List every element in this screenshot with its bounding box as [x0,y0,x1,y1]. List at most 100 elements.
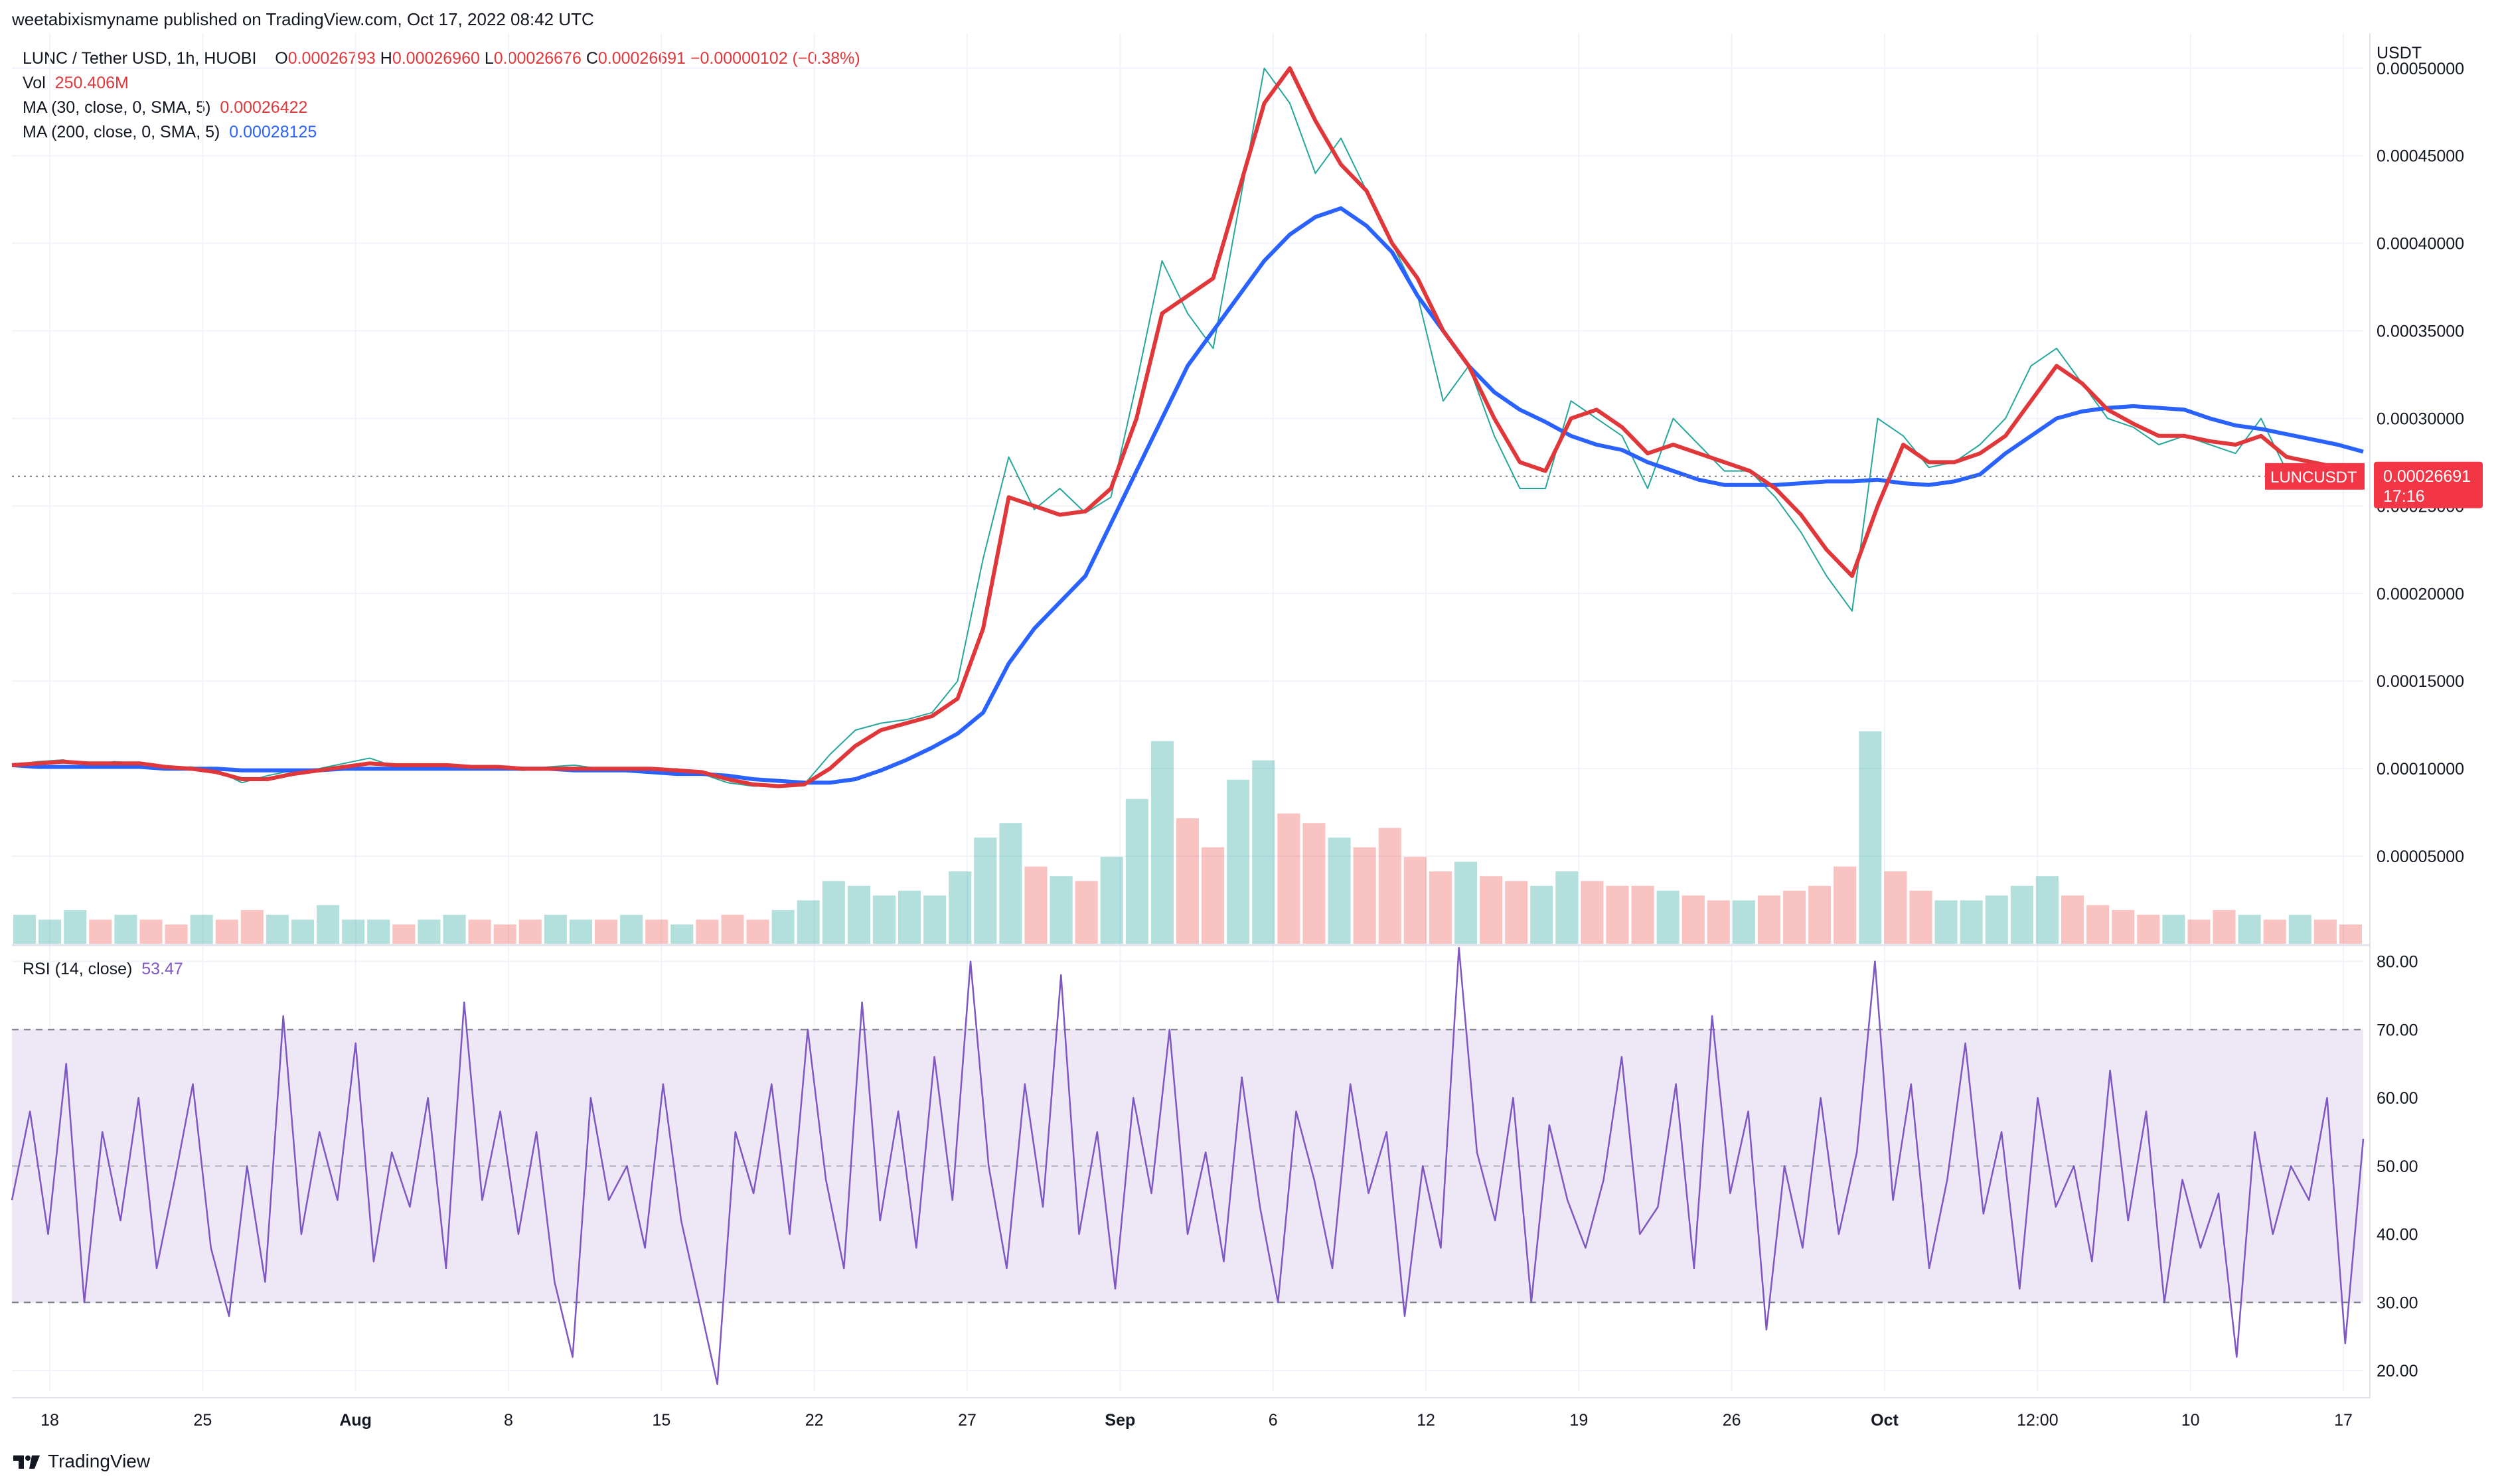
ma30-legend-row[interactable]: MA (30, close, 0, SMA, 5) 0.00026422 [23,96,860,120]
volume-bar [1277,813,1300,944]
rsi-line [11,946,2365,1385]
price-tag-symbol: LUNCUSDT [2270,469,2357,486]
volume-bar [418,919,441,944]
volume-bar [39,919,62,944]
volume-bar [2035,876,2059,944]
time-tick-label: 6 [1269,1411,1278,1430]
ma30-label: MA (30, close, 0, SMA, 5) [23,98,211,117]
volume-bar [1682,895,1705,944]
price-tick-label: 0.00010000 [2377,760,2464,779]
high-label: H [380,49,392,68]
price-tag-bg [2374,461,2483,508]
time-axis[interactable]: 18 25 Aug 8 15 22 27 Sep 6 12 19 26 Oct 12:00 10 17 [40,1411,2353,1430]
volume-bar [620,915,643,944]
volume-bar [1050,876,1073,944]
pane-borders [12,33,2371,1398]
volume-bar [1024,866,1048,944]
volume-bar [518,919,542,944]
volume-label: Vol [23,74,46,92]
time-tick-label: 19 [1569,1411,1588,1430]
volume-bar [114,915,137,944]
volume-bar [2086,905,2110,944]
volume-bar [215,919,238,944]
volume-bar [1859,731,1882,944]
tradingview-logo-icon [13,1455,40,1469]
volume-bar [240,910,264,944]
rsi-legend-row[interactable]: RSI (14, close) 53.47 [23,960,183,979]
rsi-tick-label: 40.00 [2377,1226,2418,1244]
price-tick-label: 0.00015000 [2377,672,2464,691]
volume-bar [2313,919,2337,944]
time-tick-label: 8 [504,1411,513,1430]
volume-bar [1530,885,1553,944]
time-tick-label: 12:00 [2017,1411,2059,1430]
volume-bar [1909,891,1932,944]
price-tag-symbol-bg [2265,463,2365,490]
rsi-tick-label: 80.00 [2377,953,2418,972]
publisher-line: weetabixismyname published on TradingVie… [12,9,594,29]
time-tick-label: 18 [40,1411,59,1430]
rsi-tick-label: 20.00 [2377,1362,2418,1380]
volume-bar [1934,900,1958,944]
volume-bar [1884,871,1907,944]
volume-bar [2137,915,2160,944]
volume-bar [1960,900,1983,944]
price-tick-label: 0.00035000 [2377,323,2464,341]
ma30-value: 0.00026422 [220,98,308,117]
ma200-legend-row[interactable]: MA (200, close, 0, SMA, 5) 0.00028125 [23,120,860,145]
volume-bar [2010,885,2033,944]
volume-legend-row[interactable]: Vol 250.406M [23,71,860,96]
time-tick-label: 22 [805,1411,824,1430]
rsi-tick-label: 50.00 [2377,1157,2418,1176]
volume-bar [949,871,972,944]
rsi-series [11,946,2365,1385]
volume-bar [1125,798,1148,944]
ma200-label: MA (200, close, 0, SMA, 5) [23,123,220,141]
time-tick-label: 17 [2334,1411,2353,1430]
time-tick-label: 27 [958,1411,977,1430]
volume-bar [1429,871,1452,944]
time-tick-label: Oct [1871,1411,1899,1430]
volume-bar [872,895,896,944]
volume-bar [1985,895,2008,944]
volume-bar [13,915,37,944]
price-tick-label: 0.00050000 [2377,60,2464,78]
price-tag-countdown: 17:16 [2383,487,2425,506]
volume-bar [1581,881,1604,944]
volume-bar [1555,871,1579,944]
time-tick-label: 10 [2181,1411,2200,1430]
time-tick-label: 25 [193,1411,212,1430]
volume-bar [2339,924,2362,944]
time-tick-label: 26 [1723,1411,1741,1430]
rsi-axis[interactable]: 20.00 30.00 40.00 50.00 60.00 70.00 80.00 [2377,953,2418,1381]
price-tag-price: 0.00026691 [2383,467,2471,486]
volume-bar [1403,857,1427,944]
volume-bar [1479,876,1503,944]
last-price-tag[interactable]: LUNCUSDT 0.00026691 17:16 [2265,461,2483,508]
rsi-tick-label: 70.00 [2377,1021,2418,1039]
close-label: C [586,49,598,68]
volume-bar [822,881,845,944]
high-value: 0.00026960 [392,49,480,68]
volume-bar [342,919,365,944]
symbol-name: LUNC / Tether USD, 1h, HUOBI [23,49,257,68]
ma30-line [11,66,2365,788]
volume-bar [670,924,694,944]
volume-bar [594,919,618,944]
volume-bar [1378,828,1401,944]
volume-bar [1227,779,1250,944]
volume-bar [1656,891,1680,944]
price-series [11,66,2365,788]
ma200-value: 0.00028125 [229,123,317,141]
volume-bar [746,919,769,944]
volume-bar [1150,741,1174,944]
volume-bar [1707,900,1730,944]
volume-bar [2162,915,2185,944]
time-tick-label: Sep [1105,1411,1135,1430]
volume-bar [1783,891,1806,944]
volume-bar [443,915,466,944]
volume-bar [999,823,1022,944]
volume-bar [1075,881,1098,944]
tradingview-brand[interactable]: TradingView [12,1451,150,1472]
